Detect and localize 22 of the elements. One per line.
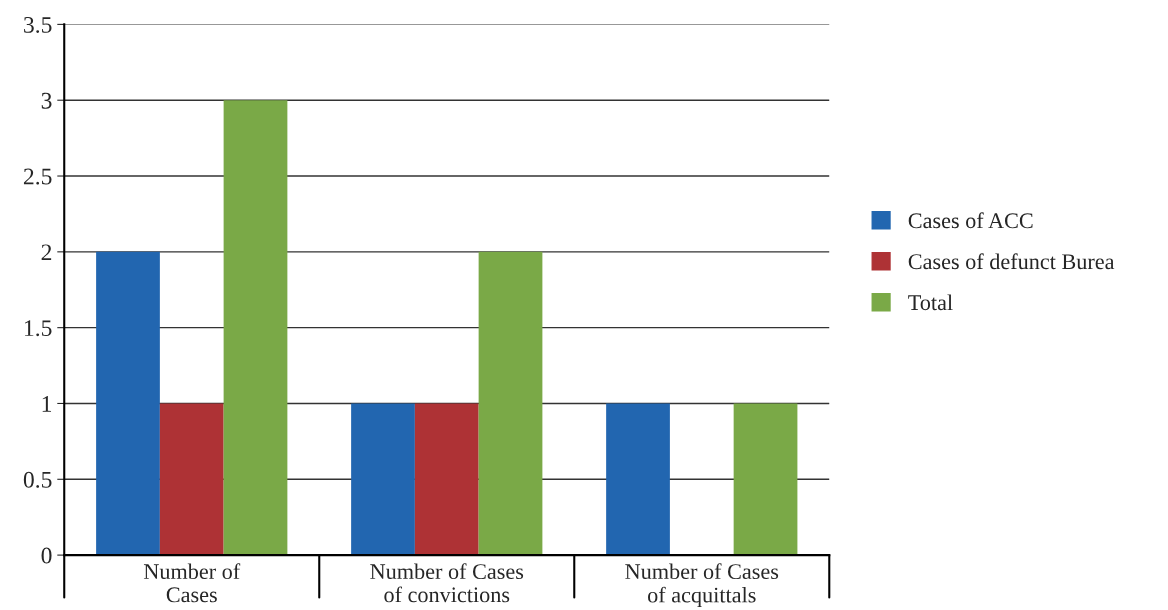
bar xyxy=(96,251,160,556)
legend-label: Cases of defunct Burea xyxy=(908,253,1115,270)
bar xyxy=(606,403,670,556)
y-tick-label: 2.5 xyxy=(23,168,52,185)
bar xyxy=(351,403,415,556)
bar xyxy=(733,403,798,556)
y-tick-label: 0.5 xyxy=(23,471,52,488)
x-tick-label: Number of Cases of acquittals xyxy=(625,563,779,608)
y-tick-label: 3 xyxy=(41,92,52,109)
bar xyxy=(223,100,288,556)
bar xyxy=(414,403,479,556)
bar xyxy=(159,403,224,556)
legend-label: Cases of ACC xyxy=(908,212,1033,229)
x-tick-label: Number of Cases of convictions xyxy=(370,563,524,603)
x-tick-label: Number of Cases xyxy=(143,563,241,603)
y-tick-label: 0 xyxy=(41,547,52,564)
legend-label: Total xyxy=(908,294,953,311)
y-tick-label: 3.5 xyxy=(24,16,52,33)
y-tick-label: 1.5 xyxy=(25,320,52,337)
y-tick-label: 1 xyxy=(42,396,52,412)
bar xyxy=(478,251,543,556)
y-tick-label: 2 xyxy=(41,244,52,261)
